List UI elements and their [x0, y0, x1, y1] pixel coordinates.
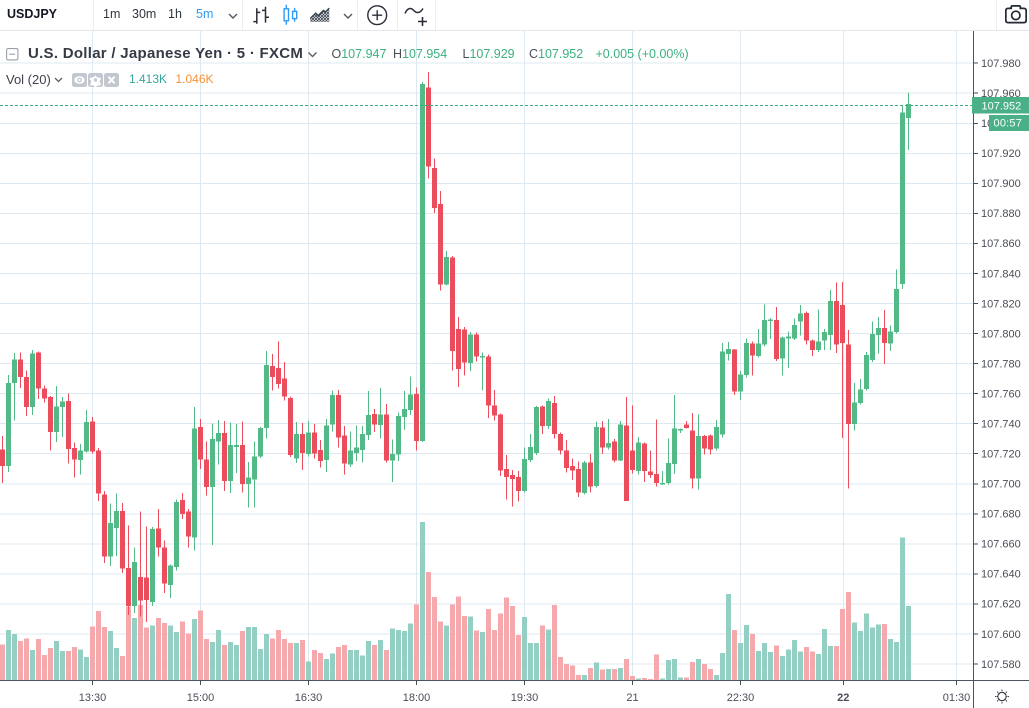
svg-text:107.880: 107.880 [981, 208, 1021, 220]
svg-text:15:00: 15:00 [187, 692, 215, 704]
svg-text:107.800: 107.800 [981, 328, 1021, 340]
svg-text:107.620: 107.620 [981, 599, 1021, 611]
svg-text:18:00: 18:00 [403, 692, 431, 704]
svg-text:21: 21 [626, 692, 638, 704]
svg-text:107.660: 107.660 [981, 539, 1021, 551]
svg-text:107.820: 107.820 [981, 298, 1021, 310]
svg-text:19:30: 19:30 [511, 692, 539, 704]
svg-text:107.952: 107.952 [982, 100, 1022, 112]
svg-text:22:30: 22:30 [727, 692, 755, 704]
svg-text:107.860: 107.860 [981, 238, 1021, 250]
svg-text:107.980: 107.980 [981, 58, 1021, 70]
svg-text:107.780: 107.780 [981, 358, 1021, 370]
svg-text:107.720: 107.720 [981, 449, 1021, 461]
svg-text:16:30: 16:30 [295, 692, 323, 704]
svg-text:107.600: 107.600 [981, 629, 1021, 641]
svg-text:107.760: 107.760 [981, 388, 1021, 400]
svg-text:107.640: 107.640 [981, 569, 1021, 581]
svg-text:01:30: 01:30 [943, 692, 971, 704]
svg-text:107.920: 107.920 [981, 148, 1021, 160]
svg-text:107.580: 107.580 [981, 659, 1021, 671]
svg-text:00:57: 00:57 [994, 118, 1023, 130]
svg-text:22: 22 [837, 692, 849, 704]
svg-text:107.700: 107.700 [981, 479, 1021, 491]
svg-text:107.740: 107.740 [981, 419, 1021, 431]
svg-text:107.680: 107.680 [981, 509, 1021, 521]
svg-text:107.840: 107.840 [981, 268, 1021, 280]
svg-text:13:30: 13:30 [79, 692, 107, 704]
svg-text:107.900: 107.900 [981, 178, 1021, 190]
